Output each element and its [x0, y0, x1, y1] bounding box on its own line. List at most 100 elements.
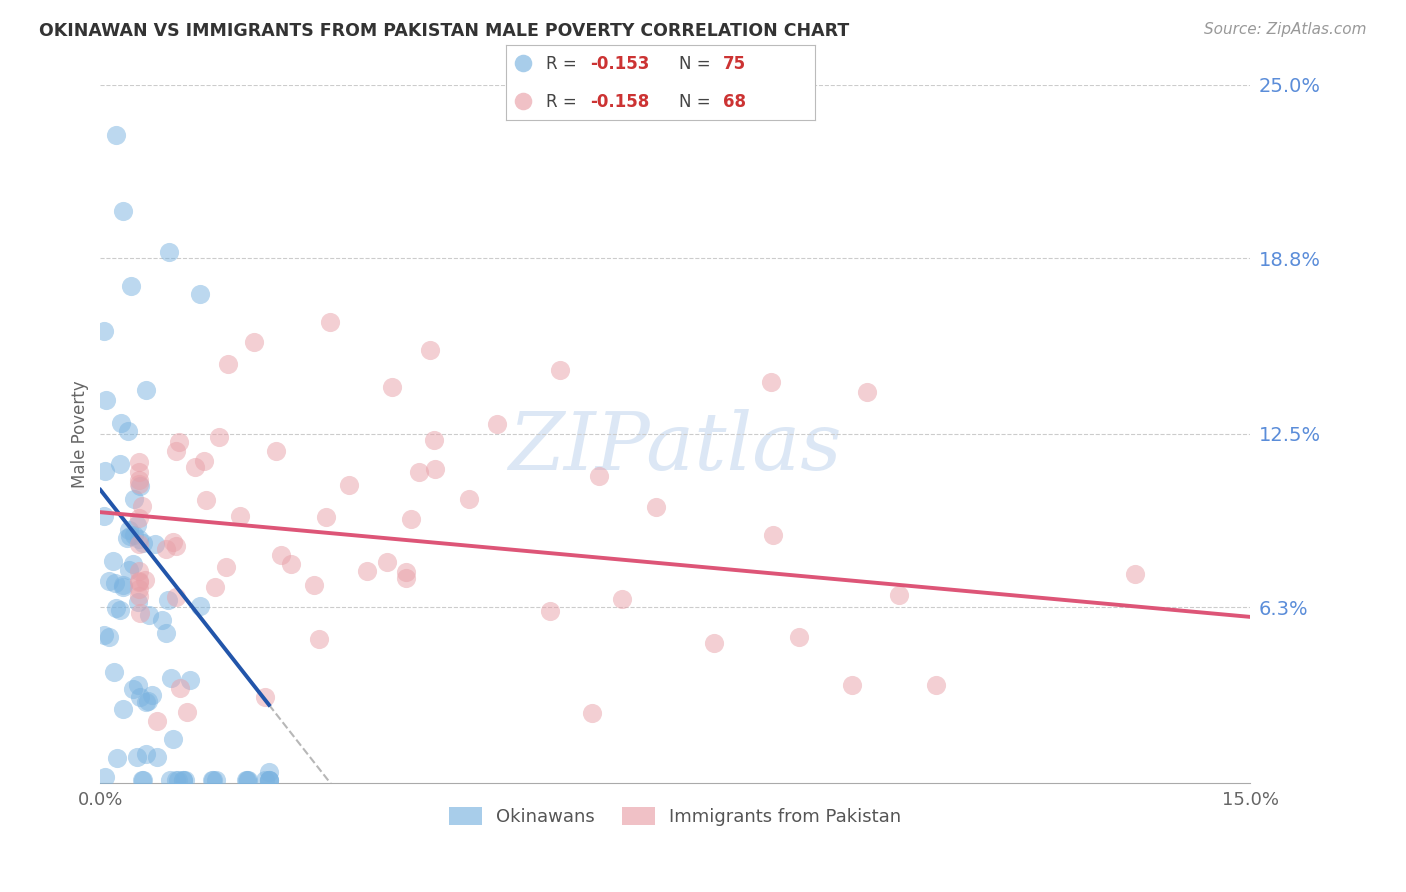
Point	[201, 773, 224, 788]
Text: 68: 68	[723, 93, 745, 111]
Text: OKINAWAN VS IMMIGRANTS FROM PAKISTAN MALE POVERTY CORRELATION CHART: OKINAWAN VS IMMIGRANTS FROM PAKISTAN MAL…	[39, 22, 849, 40]
Point	[762, 527, 785, 541]
Point	[162, 534, 184, 549]
Point	[257, 765, 280, 780]
Point	[253, 690, 276, 704]
Point	[204, 580, 226, 594]
Point	[423, 462, 446, 476]
Point	[122, 491, 145, 506]
Point	[512, 55, 534, 70]
Point	[127, 595, 149, 609]
Point	[112, 702, 135, 716]
Point	[703, 636, 725, 650]
Point	[395, 565, 418, 579]
Point	[759, 375, 782, 389]
Point	[381, 379, 404, 393]
Point	[132, 773, 155, 788]
Point	[128, 574, 150, 589]
Point	[193, 454, 215, 468]
Point	[257, 773, 280, 788]
Point	[205, 773, 228, 788]
Point	[375, 555, 398, 569]
Point	[118, 529, 141, 543]
Point	[98, 630, 121, 644]
Point	[105, 751, 128, 765]
Point	[512, 94, 534, 108]
Point	[155, 541, 177, 556]
Point	[308, 632, 330, 647]
Point	[925, 678, 948, 692]
Text: N =: N =	[679, 93, 716, 111]
Point	[1123, 566, 1146, 581]
Point	[423, 433, 446, 447]
Point	[127, 750, 149, 764]
Point	[127, 678, 149, 692]
Point	[174, 773, 197, 788]
Text: Source: ZipAtlas.com: Source: ZipAtlas.com	[1204, 22, 1367, 37]
Point	[103, 665, 125, 680]
Point	[96, 392, 118, 407]
Point	[128, 589, 150, 603]
Point	[127, 517, 149, 532]
Point	[157, 245, 180, 260]
Point	[122, 681, 145, 696]
Point	[145, 749, 167, 764]
Point	[202, 773, 225, 788]
Point	[235, 773, 257, 788]
Point	[581, 706, 603, 720]
Point	[270, 548, 292, 562]
Point	[135, 695, 157, 709]
Point	[124, 528, 146, 542]
Point	[93, 509, 115, 524]
Point	[242, 334, 264, 349]
Point	[118, 564, 141, 578]
Point	[128, 532, 150, 546]
Point	[157, 592, 180, 607]
Point	[118, 523, 141, 537]
Point	[841, 678, 863, 692]
Point	[128, 510, 150, 524]
Point	[128, 582, 150, 596]
Point	[159, 773, 181, 788]
Point	[128, 574, 150, 589]
Point	[612, 591, 634, 606]
Point	[134, 573, 156, 587]
Point	[208, 430, 231, 444]
Point	[132, 535, 155, 549]
Point	[486, 417, 509, 431]
Point	[264, 444, 287, 458]
Point	[179, 673, 201, 688]
Point	[856, 385, 879, 400]
Point	[588, 468, 610, 483]
Point	[94, 770, 117, 784]
Point	[104, 128, 127, 143]
Point	[129, 606, 152, 620]
Point	[128, 565, 150, 579]
Point	[214, 559, 236, 574]
Point	[194, 492, 217, 507]
Point	[188, 599, 211, 614]
Point	[315, 510, 337, 524]
Point	[104, 575, 127, 590]
Point	[550, 363, 572, 377]
Point	[135, 747, 157, 761]
Point	[184, 459, 207, 474]
Point	[538, 605, 561, 619]
Point	[111, 580, 134, 594]
Text: R =: R =	[547, 93, 582, 111]
Point	[93, 628, 115, 642]
Point	[131, 773, 153, 788]
Point	[128, 536, 150, 550]
Point	[108, 602, 131, 616]
Point	[399, 512, 422, 526]
Point	[112, 203, 135, 218]
Point	[128, 465, 150, 479]
Point	[167, 773, 190, 788]
Point	[115, 531, 138, 545]
Point	[131, 499, 153, 513]
Point	[138, 608, 160, 623]
Text: R =: R =	[547, 54, 582, 72]
Point	[108, 457, 131, 471]
Point	[172, 773, 194, 788]
Point	[117, 424, 139, 438]
